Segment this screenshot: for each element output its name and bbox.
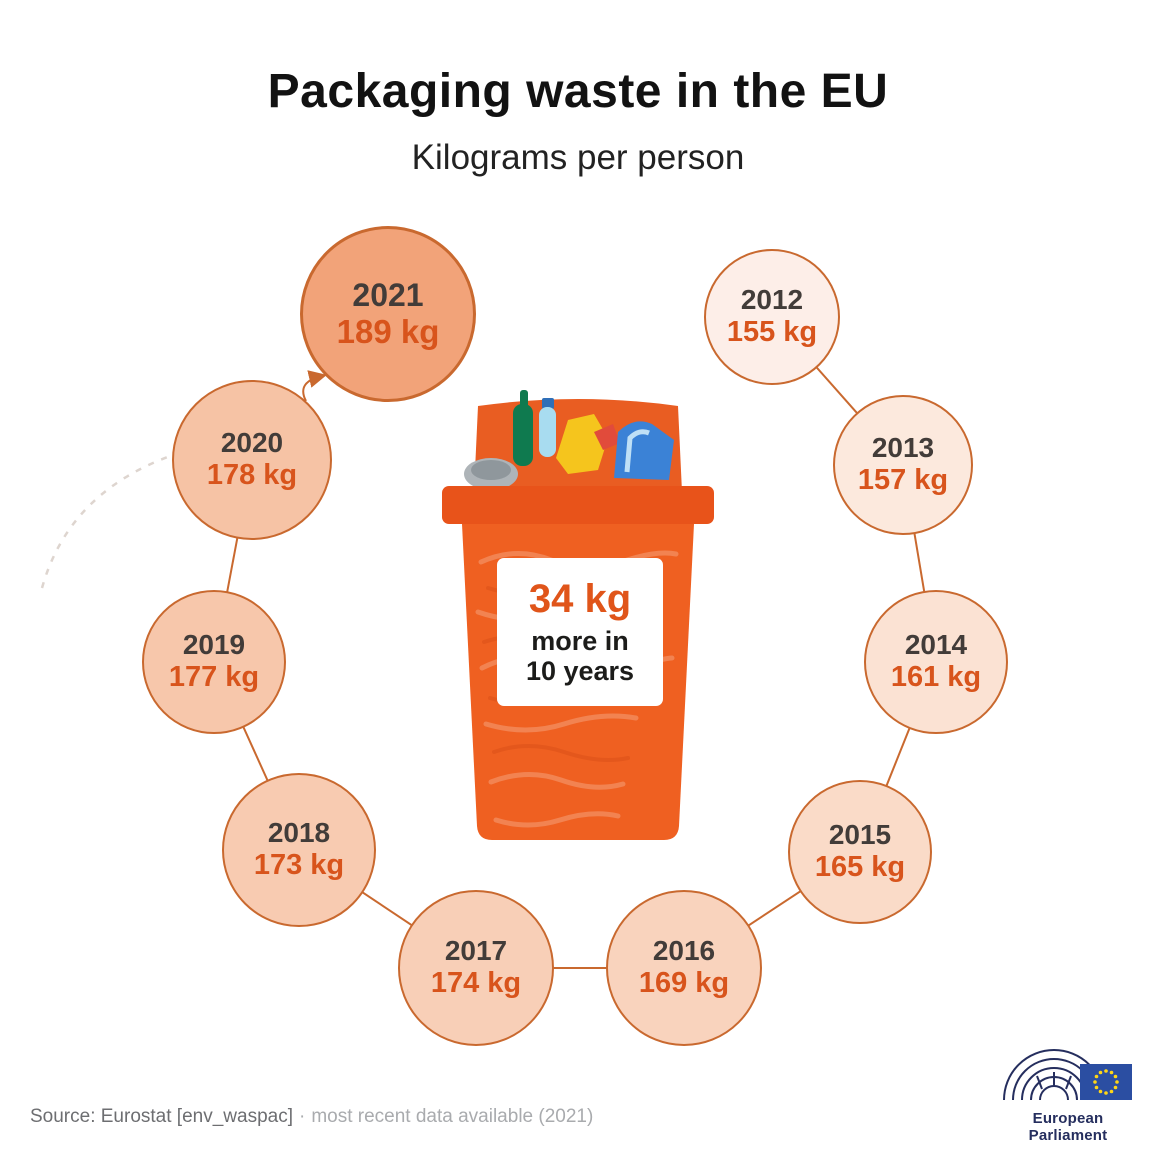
water-bottle-icon xyxy=(542,398,554,409)
bubble-year: 2016 xyxy=(652,935,716,967)
bubble-value: 178 kg xyxy=(206,458,298,491)
hemicycle-icon xyxy=(1003,1049,1132,1101)
bubble-value: 177 kg xyxy=(168,660,260,693)
year-bubble-2019: 2019 177 kg xyxy=(142,590,286,734)
annotation-value: 34 kg xyxy=(528,577,632,622)
bubble-year: 2017 xyxy=(444,935,508,967)
bubble-value: 155 kg xyxy=(726,315,818,348)
bin-rim xyxy=(442,486,714,524)
annotation-line2: 10 years xyxy=(525,655,635,686)
trash-items xyxy=(464,390,674,490)
bubble-value: 174 kg xyxy=(430,966,522,999)
center-annotation: 34 kg more in 10 years xyxy=(497,558,663,706)
bubble-value: 165 kg xyxy=(814,850,906,883)
source-line: Source: Eurostat [env_waspac] · most recen… xyxy=(30,1106,593,1128)
green-bottle-icon xyxy=(520,390,528,408)
bubble-value: 173 kg xyxy=(253,848,345,881)
bubble-year: 2019 xyxy=(182,629,246,661)
logo-caption: European Parliament xyxy=(1028,1110,1108,1144)
european-parliament-logo: European Parliament xyxy=(1000,1036,1136,1144)
bubble-value: 189 kg xyxy=(336,312,440,350)
page-subtitle: Kilograms per person xyxy=(411,138,745,177)
eu-flag-icon xyxy=(1080,1064,1132,1100)
bubble-value: 161 kg xyxy=(890,660,982,693)
year-bubble-2012: 2012 155 kg xyxy=(704,249,840,385)
year-bubble-2017: 2017 174 kg xyxy=(398,890,554,1046)
bubble-year: 2020 xyxy=(220,427,284,459)
bubble-value: 157 kg xyxy=(857,463,949,496)
year-bubble-2020: 2020 178 kg xyxy=(172,380,332,540)
year-bubble-2013: 2013 157 kg xyxy=(833,395,973,535)
source-note: most recent data available (2021) xyxy=(311,1106,594,1127)
source-separator: · xyxy=(298,1106,306,1127)
yellow-waste-icon xyxy=(556,414,608,474)
bubble-year: 2018 xyxy=(267,817,331,849)
annotation-line1: more in xyxy=(531,626,629,657)
arrow-to-2021 xyxy=(302,370,327,402)
bubble-year: 2015 xyxy=(828,819,892,851)
year-bubble-2018: 2018 173 kg xyxy=(222,773,376,927)
year-bubble-2015: 2015 165 kg xyxy=(788,780,932,924)
bubble-value: 169 kg xyxy=(638,966,730,999)
sketch-arc xyxy=(40,450,183,589)
red-waste-icon xyxy=(594,424,620,450)
year-bubble-2014: 2014 161 kg xyxy=(864,590,1008,734)
source-text: Source: Eurostat [env_waspac] xyxy=(30,1106,293,1127)
bubble-year: 2021 xyxy=(352,276,424,313)
bubble-year: 2014 xyxy=(904,629,968,661)
year-bubble-2016: 2016 169 kg xyxy=(606,890,762,1046)
bubble-year: 2013 xyxy=(871,432,935,464)
page-title: Packaging waste in the EU xyxy=(267,65,889,118)
bubble-year: 2012 xyxy=(740,284,804,316)
year-bubble-2021-highlighted: 2021 189 kg xyxy=(300,226,476,402)
